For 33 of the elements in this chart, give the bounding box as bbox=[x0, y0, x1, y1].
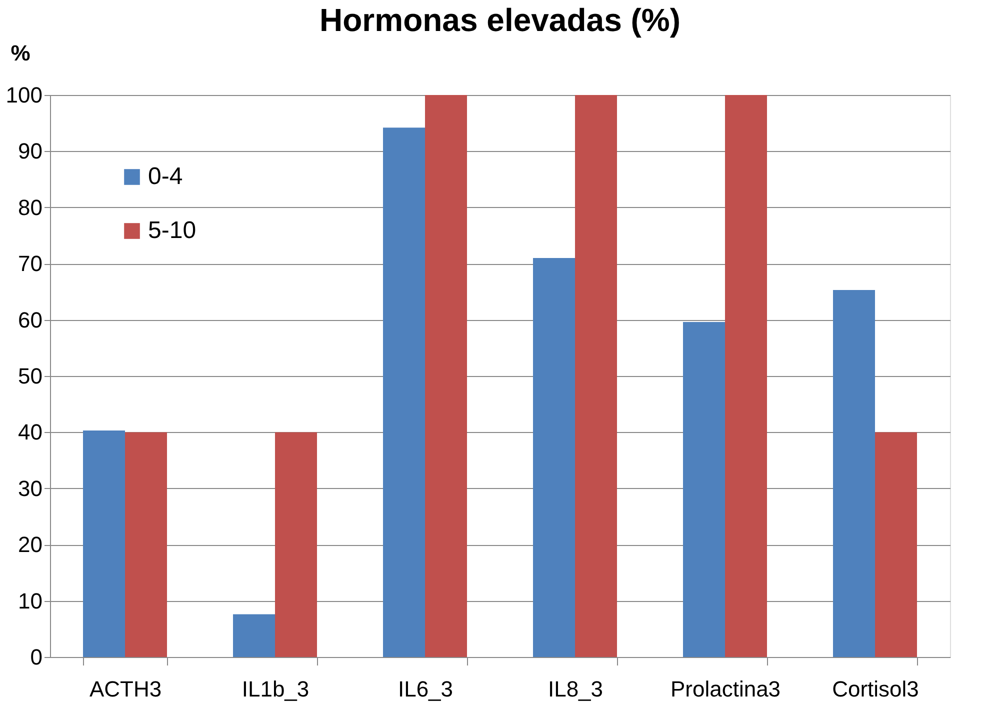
y-tick-label: 40 bbox=[18, 420, 42, 445]
x-tick-label: IL8_3 bbox=[548, 676, 604, 702]
y-tick-label: 10 bbox=[18, 588, 42, 614]
bar bbox=[83, 430, 125, 657]
y-tick-label: 100 bbox=[6, 82, 42, 108]
x-tick-label: Prolactina3 bbox=[670, 676, 781, 702]
y-tick-label: 50 bbox=[18, 364, 42, 388]
y-tick-label: 90 bbox=[18, 138, 42, 164]
y-tick-label: 30 bbox=[18, 476, 42, 501]
bar bbox=[533, 258, 575, 657]
bar bbox=[575, 95, 617, 657]
y-tick-label: 0 bbox=[30, 644, 42, 670]
bar bbox=[725, 95, 767, 657]
bar bbox=[275, 432, 317, 657]
bar bbox=[425, 95, 467, 657]
bar bbox=[125, 432, 167, 657]
y-tick-label: 70 bbox=[18, 251, 42, 276]
x-tick-label: Cortisol3 bbox=[832, 676, 919, 702]
chart-title: Hormonas elevadas (%) bbox=[319, 2, 681, 38]
y-tick-label: 80 bbox=[18, 194, 42, 220]
legend-label: 5-10 bbox=[148, 217, 196, 244]
x-tick-label: IL1b_3 bbox=[242, 676, 310, 702]
bar bbox=[383, 128, 425, 657]
bar bbox=[683, 322, 725, 657]
bar bbox=[233, 614, 275, 657]
x-tick-label: IL6_3 bbox=[398, 676, 454, 702]
bar bbox=[833, 290, 875, 657]
x-tick-label: ACTH3 bbox=[89, 676, 162, 702]
bar bbox=[875, 432, 917, 657]
y-tick-label: 60 bbox=[18, 307, 42, 332]
y-axis-title: % bbox=[10, 40, 30, 66]
y-tick-label: 20 bbox=[18, 532, 42, 558]
legend-label: 0-4 bbox=[148, 163, 183, 190]
